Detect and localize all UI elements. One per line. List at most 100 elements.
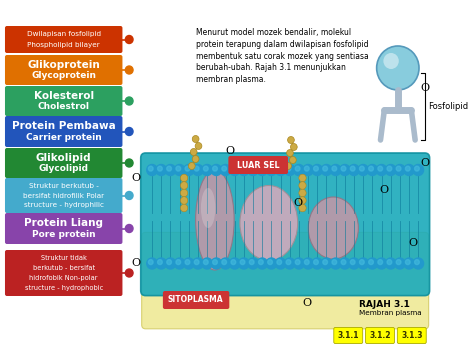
Circle shape: [359, 260, 364, 264]
Ellipse shape: [308, 197, 358, 259]
Circle shape: [299, 174, 306, 182]
Circle shape: [240, 166, 245, 171]
Circle shape: [369, 166, 374, 171]
Circle shape: [157, 260, 162, 264]
Circle shape: [125, 269, 133, 277]
Circle shape: [359, 166, 364, 171]
Circle shape: [176, 166, 181, 171]
Circle shape: [257, 258, 267, 269]
Circle shape: [341, 260, 346, 264]
Circle shape: [378, 166, 383, 171]
Text: Cholestrol: Cholestrol: [38, 102, 90, 111]
Circle shape: [148, 166, 153, 171]
Circle shape: [314, 260, 319, 264]
Circle shape: [413, 258, 424, 269]
Circle shape: [211, 258, 222, 269]
FancyBboxPatch shape: [5, 213, 122, 244]
Text: 3.1.3: 3.1.3: [401, 331, 422, 340]
Circle shape: [383, 53, 399, 69]
Circle shape: [330, 164, 341, 175]
Circle shape: [350, 260, 355, 264]
Circle shape: [125, 66, 133, 74]
Circle shape: [194, 166, 199, 171]
Text: Kolesterol: Kolesterol: [34, 91, 94, 101]
Circle shape: [194, 260, 199, 264]
Text: Menurut model mozek bendalir, molekul
protein terapung dalam dwilapisan fosfolip: Menurut model mozek bendalir, molekul pr…: [196, 28, 368, 84]
Circle shape: [387, 166, 392, 171]
Circle shape: [165, 258, 176, 269]
Text: Carrier protein: Carrier protein: [26, 133, 101, 142]
Text: Protein Pembawa: Protein Pembawa: [12, 121, 116, 131]
Circle shape: [314, 166, 319, 171]
Circle shape: [229, 164, 240, 175]
Circle shape: [303, 258, 313, 269]
Circle shape: [167, 260, 172, 264]
Circle shape: [294, 164, 304, 175]
Circle shape: [376, 258, 387, 269]
Circle shape: [125, 36, 133, 44]
Circle shape: [288, 137, 294, 143]
Circle shape: [275, 258, 286, 269]
Circle shape: [181, 182, 188, 189]
Text: O: O: [380, 185, 389, 195]
Circle shape: [332, 260, 337, 264]
Circle shape: [125, 224, 133, 233]
Circle shape: [181, 189, 188, 197]
Circle shape: [185, 166, 190, 171]
Circle shape: [341, 166, 346, 171]
Text: berkutub - bersifat: berkutub - bersifat: [33, 264, 95, 271]
Circle shape: [299, 182, 306, 189]
Circle shape: [405, 166, 410, 171]
Circle shape: [248, 164, 258, 175]
Text: Dwilapisan fosfolipid: Dwilapisan fosfolipid: [27, 32, 101, 37]
Circle shape: [385, 258, 396, 269]
Text: Glikoprotein: Glikoprotein: [27, 60, 100, 70]
Text: Fosfolipid: Fosfolipid: [428, 102, 468, 111]
Circle shape: [156, 258, 166, 269]
Text: LUAR SEL: LUAR SEL: [237, 160, 280, 169]
Circle shape: [258, 166, 263, 171]
FancyBboxPatch shape: [5, 26, 122, 53]
FancyBboxPatch shape: [5, 55, 122, 85]
Circle shape: [229, 258, 240, 269]
Text: Pore protein: Pore protein: [32, 230, 96, 239]
FancyBboxPatch shape: [5, 86, 122, 116]
Circle shape: [125, 97, 133, 105]
Circle shape: [332, 166, 337, 171]
Circle shape: [349, 258, 359, 269]
Circle shape: [183, 164, 194, 175]
Circle shape: [395, 164, 405, 175]
Circle shape: [165, 164, 176, 175]
Circle shape: [213, 260, 218, 264]
Circle shape: [290, 157, 296, 164]
Circle shape: [304, 260, 309, 264]
Circle shape: [181, 204, 188, 212]
Circle shape: [295, 166, 300, 171]
Circle shape: [413, 164, 424, 175]
Circle shape: [396, 166, 401, 171]
Circle shape: [192, 258, 203, 269]
FancyBboxPatch shape: [163, 291, 229, 309]
Circle shape: [299, 204, 306, 212]
Circle shape: [266, 164, 277, 175]
Ellipse shape: [201, 188, 215, 228]
Circle shape: [249, 260, 254, 264]
Circle shape: [183, 258, 194, 269]
Circle shape: [285, 163, 292, 169]
Text: O: O: [420, 158, 429, 168]
Circle shape: [192, 136, 199, 142]
Circle shape: [167, 166, 172, 171]
Circle shape: [222, 260, 227, 264]
Circle shape: [323, 260, 328, 264]
Circle shape: [367, 258, 378, 269]
Circle shape: [287, 149, 293, 157]
Circle shape: [321, 164, 332, 175]
FancyBboxPatch shape: [142, 233, 428, 329]
Circle shape: [238, 258, 249, 269]
Circle shape: [192, 155, 199, 163]
Text: RAJAH 3.1: RAJAH 3.1: [359, 300, 410, 309]
Circle shape: [404, 258, 414, 269]
Circle shape: [415, 166, 419, 171]
Circle shape: [277, 166, 282, 171]
Circle shape: [312, 164, 323, 175]
